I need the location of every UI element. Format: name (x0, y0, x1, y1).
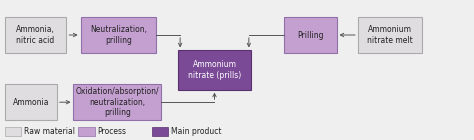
Text: Oxidation/absorption/
neutralization,
prilling: Oxidation/absorption/ neutralization, pr… (75, 87, 159, 117)
Text: Raw material: Raw material (24, 127, 75, 136)
Text: Neutralization,
prilling: Neutralization, prilling (90, 25, 147, 45)
FancyBboxPatch shape (178, 50, 251, 90)
Text: Ammonium
nitrate melt: Ammonium nitrate melt (367, 25, 413, 45)
FancyBboxPatch shape (73, 84, 161, 120)
Text: Process: Process (97, 127, 126, 136)
FancyBboxPatch shape (78, 127, 95, 136)
Text: Prilling: Prilling (297, 31, 324, 39)
FancyBboxPatch shape (358, 17, 422, 53)
FancyBboxPatch shape (5, 127, 21, 136)
Text: Ammonium
nitrate (prills): Ammonium nitrate (prills) (188, 60, 241, 80)
FancyBboxPatch shape (5, 17, 66, 53)
FancyBboxPatch shape (152, 127, 168, 136)
FancyBboxPatch shape (284, 17, 337, 53)
FancyBboxPatch shape (5, 84, 57, 120)
Text: Ammonia: Ammonia (12, 98, 49, 107)
Text: Ammonia,
nitric acid: Ammonia, nitric acid (16, 25, 55, 45)
Text: Main product: Main product (171, 127, 221, 136)
FancyBboxPatch shape (81, 17, 156, 53)
